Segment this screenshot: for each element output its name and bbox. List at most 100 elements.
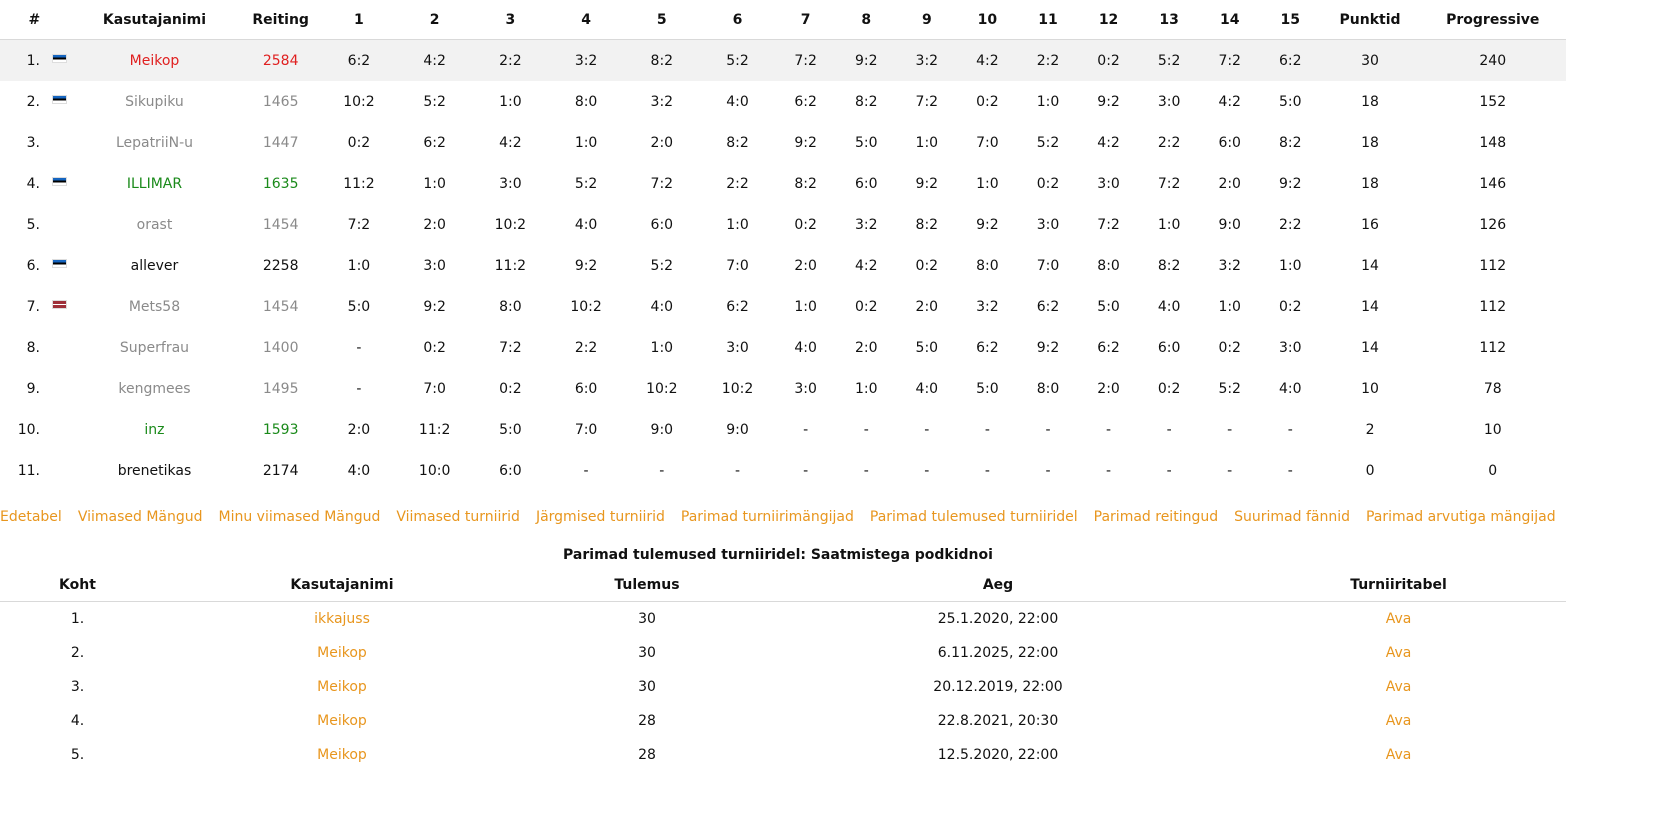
round-result: - bbox=[984, 462, 990, 479]
round-result: 3:2 bbox=[896, 39, 958, 81]
round-result: 1:0 bbox=[423, 175, 446, 192]
player-rating: 1495 bbox=[262, 380, 299, 397]
progressive-cell: 112 bbox=[1479, 257, 1507, 274]
round-result: 7:2 bbox=[499, 339, 522, 356]
round-result: 4:0 bbox=[726, 93, 749, 110]
open-tournament-link[interactable]: Ava bbox=[1385, 713, 1412, 729]
round-result: - bbox=[356, 339, 362, 356]
standings-header-cell: 3 bbox=[472, 0, 549, 40]
round-result: 2:0 bbox=[423, 216, 446, 233]
standings-row: 1. Meikop 2584 6:2 4:2 2:2 3:2 8:2 5:2 7:2 9:2 3:2 4… bbox=[0, 39, 1566, 81]
player-rating: 1454 bbox=[262, 298, 299, 315]
best-user-link[interactable]: Meikop bbox=[317, 747, 367, 763]
player-name[interactable]: ILLIMAR bbox=[126, 175, 183, 192]
best-user-link[interactable]: ikkajuss bbox=[314, 611, 370, 627]
round-result: 6:2 bbox=[726, 298, 749, 315]
player-name[interactable]: kengmees bbox=[118, 380, 191, 397]
player-name[interactable]: inz bbox=[144, 421, 165, 438]
round-result: 5:2 bbox=[1138, 39, 1200, 81]
standings-header-cell: Progressive bbox=[1419, 0, 1566, 40]
best-row: 4. Meikop 28 22.8.2021, 20:30 Ava bbox=[0, 704, 1566, 738]
round-result: 2:2 bbox=[472, 39, 549, 81]
nav-link-viimased-mangud[interactable]: Viimased Mängud bbox=[77, 509, 203, 525]
round-result: 9:2 bbox=[1097, 93, 1120, 110]
round-result: 9:2 bbox=[1279, 175, 1302, 192]
nav-link-parimad-arvutiga[interactable]: Parimad arvutiga mängijad bbox=[1365, 509, 1556, 525]
round-result: 4:0 bbox=[1157, 298, 1181, 315]
round-result: 5:0 bbox=[1279, 93, 1302, 110]
nav-link-edetabel[interactable]: Edetabel bbox=[0, 509, 62, 525]
rank-number: 6. bbox=[26, 257, 40, 274]
result-cell: 30 bbox=[638, 611, 656, 627]
round-result: - bbox=[803, 421, 809, 438]
standings-row: 11. brenetikas 2174 4:0 10:0 6:0 - - - - - - - - - - - - 0… bbox=[0, 450, 1566, 491]
player-name[interactable]: Sikupiku bbox=[125, 93, 184, 110]
open-tournament-link[interactable]: Ava bbox=[1385, 611, 1412, 627]
player-name[interactable]: brenetikas bbox=[117, 462, 192, 479]
best-row: 1. ikkajuss 30 25.1.2020, 22:00 Ava bbox=[0, 602, 1566, 637]
player-rating: 2258 bbox=[262, 257, 299, 274]
nav-link-suurimad-fannid[interactable]: Suurimad fännid bbox=[1234, 509, 1350, 525]
round-result: 5:2 bbox=[650, 257, 674, 274]
time-cell: 25.1.2020, 22:00 bbox=[937, 611, 1059, 627]
nav-link-parimad-turniirimangijad[interactable]: Parimad turniirimängijad bbox=[680, 509, 854, 525]
round-result: 10:2 bbox=[494, 216, 527, 233]
round-result: 5:0 bbox=[915, 339, 939, 356]
player-name[interactable]: Superfrau bbox=[119, 339, 190, 356]
player-rating: 1447 bbox=[262, 134, 299, 151]
standings-row: 9. kengmees 1495 - 7:0 0:2 6:0 10:2 10:2 3:0 1:0 4:… bbox=[0, 368, 1566, 409]
round-result: 4:0 bbox=[574, 216, 598, 233]
best-user-link[interactable]: Meikop bbox=[317, 713, 367, 729]
round-result: 5:2 bbox=[699, 39, 776, 81]
player-rating: 1400 bbox=[262, 339, 299, 356]
round-result: - bbox=[863, 421, 869, 438]
rank-number: 2. bbox=[26, 93, 40, 110]
nav-link-viimased-turniirid[interactable]: Viimased turniirid bbox=[396, 509, 520, 525]
round-result: 0:2 bbox=[794, 216, 817, 233]
player-name[interactable]: Mets58 bbox=[128, 298, 181, 315]
nav-link-minu-viimased-mangud[interactable]: Minu viimased Mängud bbox=[218, 509, 381, 525]
round-result: 9:2 bbox=[794, 134, 817, 151]
player-rating: 1635 bbox=[262, 175, 299, 192]
rank-cell: 8. bbox=[0, 327, 69, 368]
round-result: - bbox=[1287, 462, 1293, 479]
round-result: 10:2 bbox=[570, 298, 602, 315]
best-header-cell: Turniiritabel bbox=[1231, 568, 1566, 602]
standings-row: 5. orast 1454 7:2 2:0 10:2 4:0 6:0 1:0 0:2 3:2 8:2 9… bbox=[0, 204, 1566, 245]
round-result: 11:2 bbox=[494, 257, 527, 274]
player-name[interactable]: Meikop bbox=[68, 39, 241, 81]
standings-header-cell: 2 bbox=[396, 0, 473, 40]
open-tournament-link[interactable]: Ava bbox=[1385, 645, 1412, 661]
open-tournament-link[interactable]: Ava bbox=[1385, 679, 1412, 695]
round-result: 7:2 bbox=[915, 93, 939, 110]
player-name[interactable]: allever bbox=[130, 257, 179, 274]
rank-number: 11. bbox=[17, 462, 40, 479]
round-result: 5:0 bbox=[347, 298, 371, 315]
round-result: 6:2 bbox=[1097, 339, 1120, 356]
round-result: 4:2 bbox=[499, 134, 522, 151]
open-tournament-link[interactable]: Ava bbox=[1385, 747, 1412, 763]
round-result: - bbox=[1166, 462, 1172, 479]
player-name[interactable]: orast bbox=[136, 216, 173, 233]
round-result: 10:2 bbox=[721, 380, 754, 397]
best-user-link[interactable]: Meikop bbox=[317, 645, 367, 661]
points-cell: 14 bbox=[1361, 339, 1379, 356]
round-result: 6:0 bbox=[650, 216, 674, 233]
progressive-cell: 10 bbox=[1483, 421, 1502, 438]
round-result: - bbox=[924, 421, 930, 438]
round-result: 1:0 bbox=[854, 380, 878, 397]
player-name[interactable]: LepatriiN-u bbox=[115, 134, 193, 151]
nav-link-jargmised-turniirid[interactable]: Järgmised turniirid bbox=[535, 509, 665, 525]
round-result: 1:0 bbox=[499, 93, 522, 110]
nav-link-parimad-tulemused[interactable]: Parimad tulemused turniiridel bbox=[869, 509, 1078, 525]
best-header-cell: Kasutajanimi bbox=[155, 568, 529, 602]
nav-link-parimad-reitingud[interactable]: Parimad reitingud bbox=[1093, 509, 1219, 525]
best-user-link[interactable]: Meikop bbox=[317, 679, 367, 695]
rank-cell: 4. bbox=[0, 163, 69, 204]
rank-cell: 9. bbox=[0, 368, 69, 409]
standings-header-cell: 14 bbox=[1199, 0, 1260, 40]
round-result: 8:2 bbox=[1279, 134, 1302, 151]
round-result: 6:0 bbox=[574, 380, 598, 397]
round-result: 3:0 bbox=[499, 175, 522, 192]
progressive-cell: 112 bbox=[1479, 339, 1507, 356]
